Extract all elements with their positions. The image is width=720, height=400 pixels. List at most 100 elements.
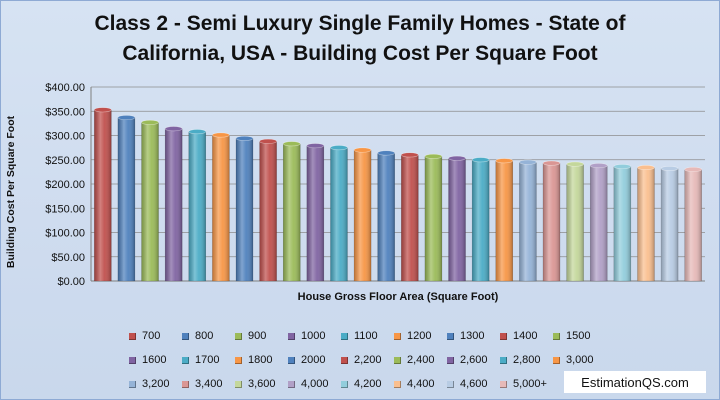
- legend-item: 1300: [447, 330, 500, 342]
- bar-shade: [613, 166, 631, 281]
- legend-item: 3,400: [182, 378, 235, 390]
- y-tick-label: $250.00: [45, 155, 85, 167]
- legend-label: 2,800: [513, 354, 541, 366]
- bar-top: [684, 166, 702, 172]
- legend-item: 1100: [341, 330, 394, 342]
- bar-top: [188, 129, 207, 135]
- bar-shade: [684, 169, 702, 281]
- legend-swatch: [447, 332, 454, 340]
- bar-top: [424, 153, 443, 159]
- bar-top: [282, 141, 301, 147]
- legend-swatch: [500, 356, 507, 364]
- legend-item: 2,200: [341, 354, 394, 366]
- bar-top: [495, 158, 514, 164]
- bar-top: [637, 165, 655, 171]
- bar-top: [660, 165, 679, 171]
- bar-shade: [212, 135, 230, 281]
- bar-top: [377, 150, 395, 156]
- legend: 700 800 900 1000 1100 1200 1300 1400 1500 1600 170…: [129, 324, 629, 396]
- legend-swatch: [394, 380, 401, 388]
- bar-shade: [590, 165, 608, 281]
- y-tick-label: $300.00: [45, 131, 85, 143]
- legend-swatch: [341, 332, 348, 340]
- bar-shade: [117, 117, 135, 282]
- legend-swatch: [447, 356, 454, 364]
- legend-item: 1600: [129, 354, 182, 366]
- legend-label: 2,600: [460, 354, 488, 366]
- legend-item: 1400: [500, 330, 553, 342]
- legend-item: 1700: [182, 354, 235, 366]
- bar-top: [401, 152, 419, 158]
- legend-swatch: [129, 332, 136, 340]
- bar-top: [542, 160, 561, 166]
- legend-label: 4,000: [301, 378, 329, 390]
- legend-swatch: [288, 332, 295, 340]
- legend-swatch: [553, 332, 560, 340]
- legend-label: 800: [195, 330, 214, 342]
- bar-shade: [448, 158, 466, 281]
- chart-title: Class 2 - Semi Luxury Single Family Home…: [1, 9, 719, 69]
- legend-swatch: [235, 332, 242, 340]
- bar-shade: [354, 150, 372, 281]
- bar-top: [448, 155, 466, 161]
- legend-swatch: [341, 356, 348, 364]
- x-axis-title: House Gross Floor Area (Square Foot): [297, 291, 499, 303]
- bar-top: [613, 164, 632, 170]
- legend-label: 5,000+: [513, 378, 547, 390]
- legend-swatch: [129, 380, 136, 388]
- y-tick-label: $100.00: [45, 228, 85, 240]
- legend-label: 4,600: [460, 378, 488, 390]
- legend-item: 2,600: [447, 354, 500, 366]
- legend-item: 800: [182, 330, 235, 342]
- legend-swatch: [235, 380, 242, 388]
- y-tick-label: $200.00: [45, 179, 85, 191]
- bar-top: [212, 132, 230, 138]
- bar-shade: [472, 159, 490, 281]
- bar-shade: [330, 147, 348, 281]
- bar-shade: [235, 138, 254, 281]
- legend-item: 900: [235, 330, 288, 342]
- legend-label: 3,400: [195, 378, 223, 390]
- legend-row: 700 800 900 1000 1100 1200 1300 1400 1500: [129, 324, 629, 348]
- legend-item: 2,800: [500, 354, 553, 366]
- bar-shade: [495, 160, 513, 281]
- bar-top: [259, 138, 277, 144]
- legend-label: 3,600: [248, 378, 276, 390]
- bar-shade: [519, 162, 537, 281]
- y-tick-label: $350.00: [45, 106, 85, 118]
- bar-shade: [165, 128, 183, 281]
- bar-shade: [188, 131, 206, 281]
- legend-swatch: [182, 332, 189, 340]
- legend-label: 3,000: [566, 354, 594, 366]
- bar-shade: [401, 154, 419, 281]
- legend-item: 3,000: [553, 354, 606, 366]
- bar-shade: [542, 163, 561, 281]
- watermark: EstimationQS.com: [564, 371, 706, 393]
- bar-shade: [661, 168, 679, 281]
- bar-shade: [141, 122, 159, 281]
- legend-swatch: [288, 380, 295, 388]
- legend-item: 1500: [553, 330, 606, 342]
- legend-swatch: [500, 332, 507, 340]
- legend-label: 3,200: [142, 378, 170, 390]
- legend-swatch: [182, 380, 189, 388]
- y-tick-label: $150.00: [45, 203, 85, 215]
- legend-swatch: [394, 332, 401, 340]
- legend-label: 1000: [301, 330, 326, 342]
- bar-top: [141, 119, 159, 125]
- legend-label: 1100: [354, 330, 378, 342]
- legend-item: 5,000+: [500, 378, 553, 390]
- legend-label: 2000: [301, 354, 326, 366]
- legend-label: 4,200: [354, 378, 382, 390]
- legend-label: 2,400: [407, 354, 435, 366]
- legend-label: 1300: [460, 330, 485, 342]
- legend-swatch: [182, 356, 189, 364]
- bar-top: [589, 163, 608, 169]
- legend-label: 2,200: [354, 354, 382, 366]
- bar-top: [353, 147, 372, 153]
- legend-swatch: [288, 356, 295, 364]
- legend-item: 3,600: [235, 378, 288, 390]
- plot-area: $0.00 $50.00 $100.00 $150.00 $200.00 $250.00 $…: [45, 82, 705, 288]
- legend-swatch: [235, 356, 242, 364]
